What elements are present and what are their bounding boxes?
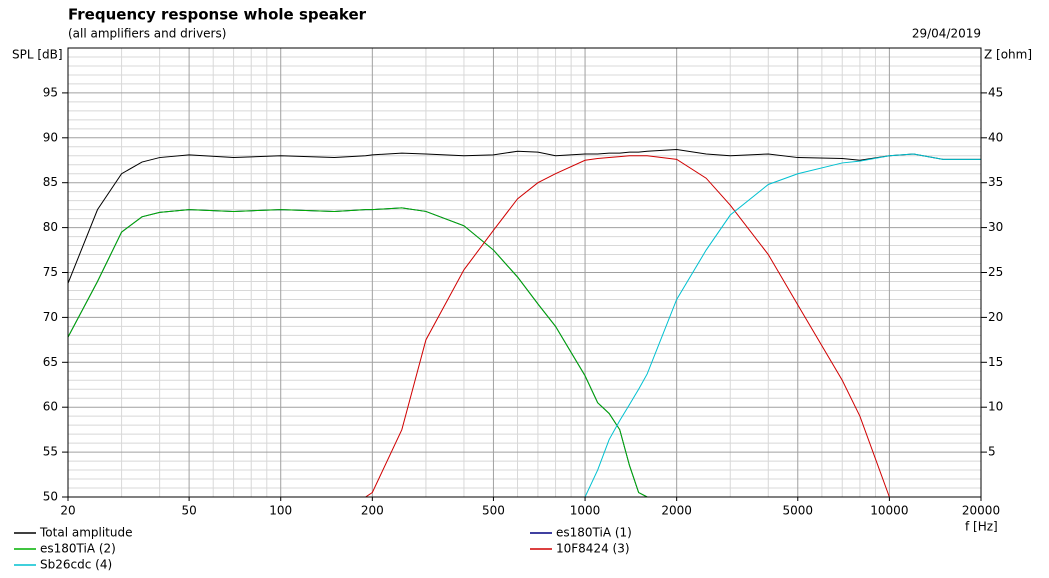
- y2-tick-label: 45: [988, 85, 1003, 99]
- y2-tick-label: 30: [988, 220, 1003, 234]
- x-tick-label: 20000: [962, 504, 1000, 518]
- y-tick-label: 55: [43, 445, 58, 459]
- y-tick-label: 60: [43, 400, 58, 414]
- x-tick-label: 200: [361, 504, 384, 518]
- x-tick-label: 500: [482, 504, 505, 518]
- y2-tick-label: 35: [988, 175, 1003, 189]
- x-tick-label: 5000: [782, 504, 813, 518]
- y-tick-label: 80: [43, 220, 58, 234]
- legend-label: Total amplitude: [39, 526, 132, 540]
- y2-tick-label: 5: [988, 445, 996, 459]
- legend: Total amplitude es180TiA (1) es180TiA (2) 1…: [14, 526, 632, 572]
- chart-subtitle: (all amplifiers and drivers): [68, 27, 226, 41]
- x-tick-label: 2000: [661, 504, 692, 518]
- series-line: [67, 148, 981, 284]
- y-tick-label: 50: [43, 490, 58, 504]
- y2-tick-label: 20: [988, 310, 1003, 324]
- chart-date: 29/04/2019: [912, 27, 981, 41]
- legend-label: es180TiA (2): [40, 542, 116, 556]
- y-tick-label: 85: [43, 175, 58, 189]
- y2-tick-label: 15: [988, 355, 1003, 369]
- y2-tick-label: 25: [988, 265, 1003, 279]
- chart-title: Frequency response whole speaker: [68, 6, 367, 24]
- y2-axis-label: Z [ohm]: [984, 48, 1032, 62]
- x-tick-label: 1000: [570, 504, 601, 518]
- x-tick-label: 10000: [870, 504, 908, 518]
- legend-label: es180TiA (1): [556, 526, 632, 540]
- y-tick-label: 75: [43, 265, 58, 279]
- y-tick-label: 90: [43, 130, 58, 144]
- x-tick-label: 20: [60, 504, 75, 518]
- y2-tick-label: 40: [988, 130, 1003, 144]
- y2-tick-label: 10: [988, 400, 1003, 414]
- legend-label: Sb26cdc (4): [40, 558, 112, 572]
- y-axis-label: SPL [dB]: [12, 48, 63, 62]
- x-tick-label: 100: [269, 504, 292, 518]
- x-tick-label: 50: [181, 504, 196, 518]
- grid: [67, 48, 982, 498]
- x-axis-label: f [Hz]: [965, 520, 998, 534]
- y-tick-label: 95: [43, 85, 58, 99]
- y-tick-label: 65: [43, 355, 58, 369]
- y-tick-label: 70: [43, 310, 58, 324]
- legend-label: 10F8424 (3): [556, 542, 630, 556]
